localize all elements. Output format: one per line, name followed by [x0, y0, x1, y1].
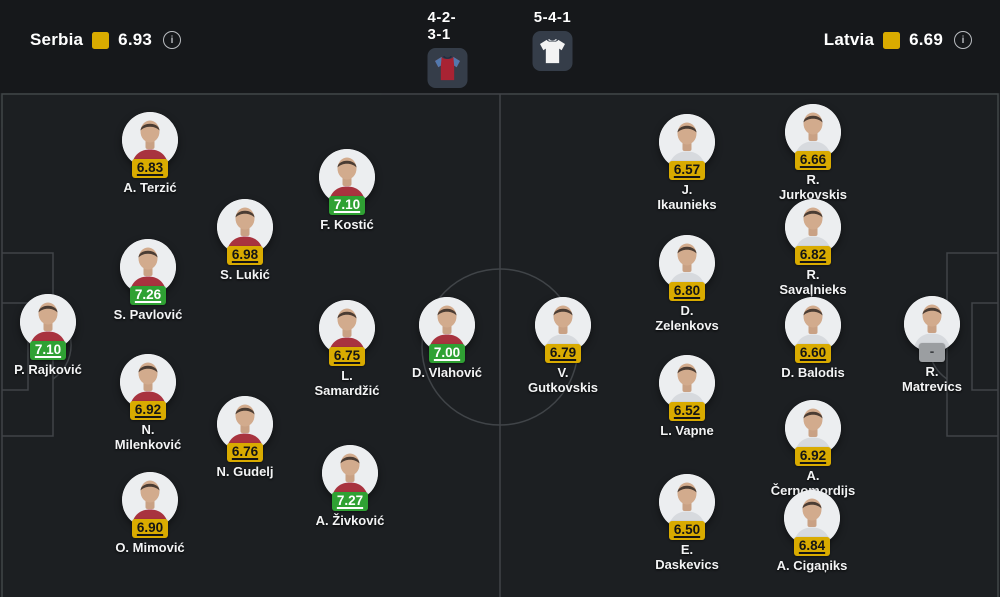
player-card-away[interactable]: 6.50 E. Daskevics — [631, 474, 743, 572]
player-avatar — [785, 400, 841, 456]
player-rating-badge: - — [918, 343, 946, 362]
player-card-home[interactable]: 6.83 A. Terzić — [94, 112, 206, 195]
player-rating-badge: 7.26 — [129, 286, 167, 305]
player-rating-badge: 6.84 — [793, 537, 831, 556]
player-rating-badge: 6.80 — [668, 282, 706, 301]
away-kit-icon — [532, 31, 573, 71]
player-name: J. Ikaunieks — [657, 182, 717, 212]
player-name: L. Samardžić — [314, 368, 380, 398]
player-avatar — [904, 296, 960, 352]
player-card-away[interactable]: 6.52 L. Vapne — [631, 355, 743, 438]
player-rating-badge: 7.27 — [331, 492, 369, 511]
player-rating-badge: 6.92 — [794, 447, 832, 466]
player-card-home[interactable]: 7.10 F. Kostić — [291, 149, 403, 232]
player-card-home[interactable]: 7.26 S. Pavlović — [92, 239, 204, 322]
player-card-away[interactable]: 6.80 D. Zelenkovs — [631, 235, 743, 333]
player-name: D. Vlahović — [411, 365, 483, 380]
home-kit-icon — [427, 48, 468, 88]
away-rating-color-box — [883, 31, 901, 49]
player-card-away[interactable]: 6.92A. Černomordijs — [757, 400, 869, 498]
player-rating-badge: 6.57 — [668, 161, 706, 180]
player-rating-badge: 6.60 — [794, 344, 832, 363]
player-name: R. Matrevics — [902, 364, 962, 394]
player-name: V. Gutkovskis — [527, 365, 599, 395]
player-avatar — [785, 297, 841, 353]
player-avatar — [20, 294, 76, 350]
player-avatar — [120, 354, 176, 410]
player-name: E. Daskevics — [655, 542, 719, 572]
player-name: A. Terzić — [123, 180, 177, 195]
player-rating-badge: 7.10 — [328, 196, 366, 215]
formations: 4-2-3-1 5-4-1 — [427, 9, 573, 88]
player-rating-badge: 6.75 — [328, 347, 366, 366]
player-rating-badge: 6.90 — [131, 519, 169, 538]
player-avatar — [217, 396, 273, 452]
player-rating-badge: 6.79 — [544, 344, 582, 363]
player-card-home[interactable]: 6.75 L. Samardžić — [291, 300, 403, 398]
player-name: P. Rajković — [14, 362, 82, 377]
player-name: N. Milenković — [114, 422, 182, 452]
player-rating-badge: 6.66 — [794, 151, 832, 170]
home-formation-block: 4-2-3-1 — [427, 9, 468, 88]
info-icon[interactable]: i — [954, 31, 972, 49]
player-rating-badge: 6.98 — [226, 246, 264, 265]
player-card-home[interactable]: 7.10 P. Rajković — [0, 294, 104, 377]
player-name: D. Balodis — [781, 365, 845, 380]
home-rating-color-box — [92, 31, 110, 49]
player-rating-badge: 7.00 — [428, 344, 466, 363]
player-name: L. Vapne — [660, 423, 714, 438]
away-team-summary[interactable]: Latvia 6.69 i — [824, 30, 972, 50]
player-name: S. Lukić — [220, 267, 270, 282]
player-rating-badge: 6.92 — [129, 401, 167, 420]
player-card-away[interactable]: 6.84 A. Cigaņiks — [756, 490, 868, 573]
player-name: A. Cigaņiks — [776, 558, 848, 573]
player-name: N. Gudelj — [216, 464, 274, 479]
player-rating-badge: 7.10 — [29, 341, 67, 360]
player-avatar — [322, 445, 378, 501]
player-name: S. Pavlović — [113, 307, 183, 322]
player-rating-badge: 6.82 — [794, 246, 832, 265]
player-card-home[interactable]: 7.27 A. Živković — [294, 445, 406, 528]
player-name: F. Kostić — [320, 217, 374, 232]
info-icon[interactable]: i — [163, 31, 182, 49]
player-card-away[interactable]: - R. Matrevics — [876, 296, 988, 394]
player-avatar — [659, 474, 715, 530]
player-name: O. Mimović — [115, 540, 185, 555]
player-card-home[interactable]: 6.90 O. Mimović — [94, 472, 206, 555]
home-team-name: Serbia — [30, 30, 84, 49]
player-card-home[interactable]: 7.00 D. Vlahović — [391, 297, 503, 380]
player-name: R. Savaļnieks — [779, 267, 847, 297]
player-card-away[interactable]: 6.57 J. Ikaunieks — [631, 114, 743, 212]
player-card-away[interactable]: 6.82 R. Savaļnieks — [757, 199, 869, 297]
away-formation-block: 5-4-1 — [532, 9, 573, 88]
player-name: A. Živković — [315, 513, 385, 528]
player-name: D. Zelenkovs — [655, 303, 719, 333]
player-rating-badge: 6.52 — [668, 402, 706, 421]
player-card-away[interactable]: 6.66 R. Jurkovskis — [757, 104, 869, 202]
away-team-name: Latvia — [823, 30, 875, 49]
away-formation-label: 5-4-1 — [533, 9, 572, 26]
player-card-away[interactable]: 6.79 V. Gutkovskis — [507, 297, 619, 395]
home-team-summary[interactable]: Serbia 6.93 i — [30, 30, 182, 50]
player-card-home[interactable]: 6.98 S. Lukić — [189, 199, 301, 282]
player-avatar — [785, 199, 841, 255]
player-card-home[interactable]: 6.76 N. Gudelj — [189, 396, 301, 479]
player-card-away[interactable]: 6.60 D. Balodis — [757, 297, 869, 380]
home-formation-label: 4-2-3-1 — [427, 9, 457, 43]
player-card-home[interactable]: 6.92 N. Milenković — [92, 354, 204, 452]
player-name: R. Jurkovskis — [779, 172, 847, 202]
player-avatar — [120, 239, 176, 295]
player-rating-badge: 6.76 — [226, 443, 264, 462]
header: Serbia 6.93 i 4-2-3-1 5-4-1 — [0, 0, 1000, 93]
player-avatar — [659, 114, 715, 170]
pitch: 7.10 P. Rajković 6.83 A. Terzić 7.26 S. Pavlo… — [0, 93, 1000, 597]
player-avatar — [785, 104, 841, 160]
player-rating-badge: 6.50 — [668, 521, 706, 540]
home-team-rating: 6.93 — [118, 30, 153, 49]
player-rating-badge: 6.83 — [131, 159, 169, 178]
away-team-rating: 6.69 — [909, 30, 943, 49]
